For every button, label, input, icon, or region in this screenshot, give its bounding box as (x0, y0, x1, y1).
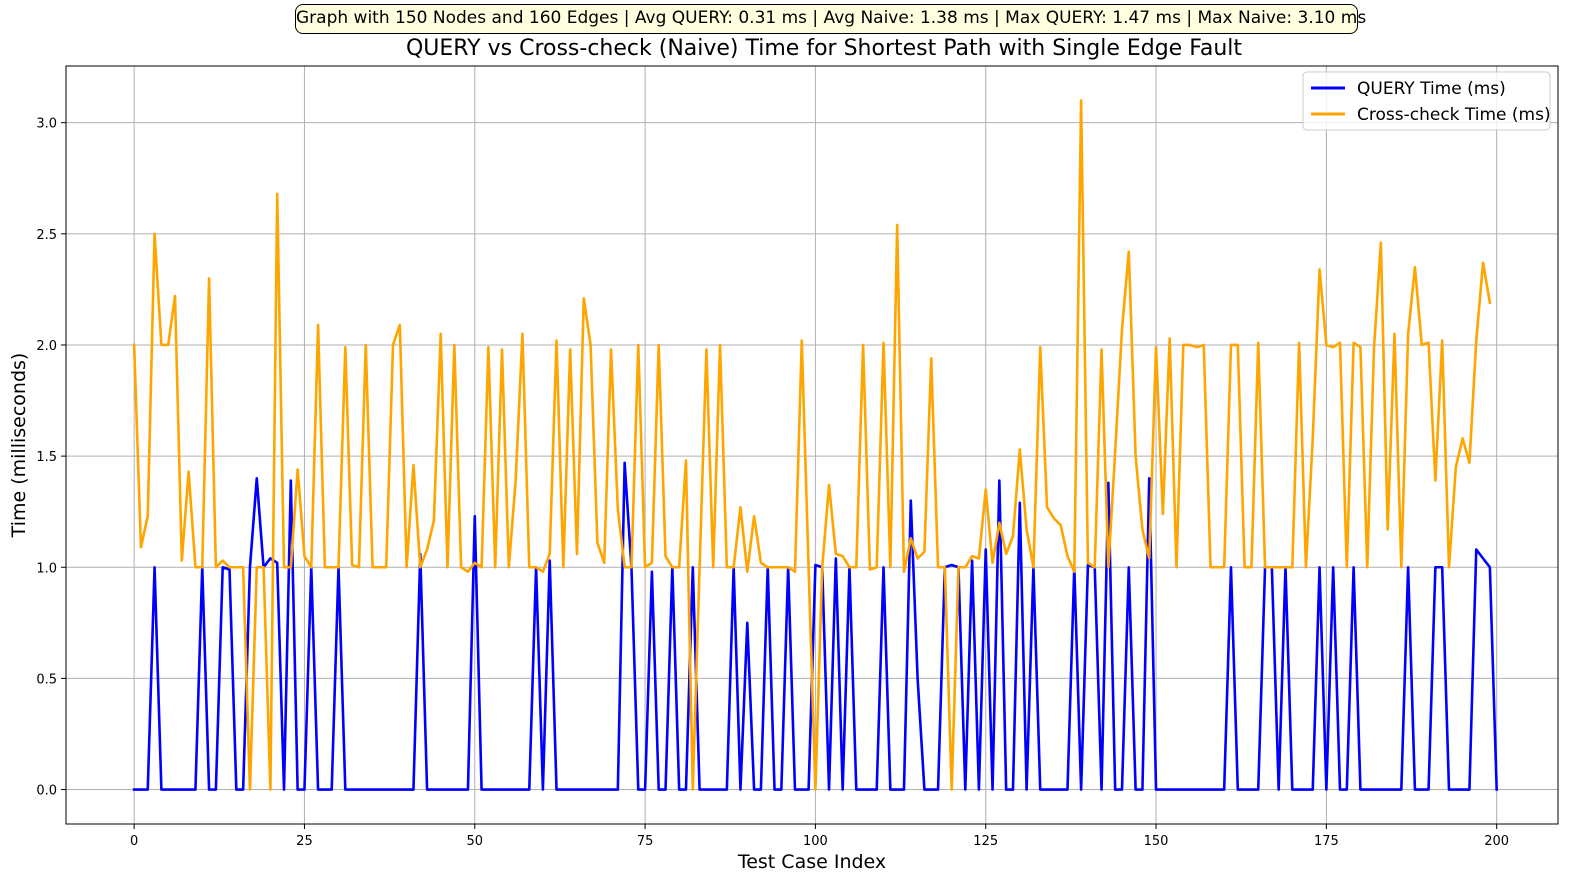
plot-frame (65, 65, 1559, 825)
y-tick-label: 1.0 (36, 561, 57, 576)
summary-text: Graph with 150 Nodes and 160 Edges | Avg… (296, 8, 1367, 28)
x-tick-label: 200 (1484, 834, 1509, 849)
legend-label-query: QUERY Time (ms) (1357, 79, 1506, 99)
y-tick-label: 0.5 (36, 672, 57, 687)
series-line-cross-check (132, 99, 1492, 791)
x-tick-label: 125 (973, 834, 998, 849)
x-tick-label: 0 (130, 834, 138, 849)
y-tick-label: 2.0 (36, 339, 57, 354)
x-tick-label: 100 (803, 834, 828, 849)
series-layer (132, 99, 1499, 791)
x-tick-label: 25 (296, 834, 313, 849)
summary-box: Graph with 150 Nodes and 160 Edges | Avg… (295, 4, 1366, 34)
x-axis-label: Test Case Index (737, 851, 886, 873)
y-axis-ticks: 0.0 0.5 1.0 1.5 2.0 2.5 3.0 (36, 117, 66, 799)
legend-label-naive: Cross-check Time (ms) (1357, 105, 1551, 125)
x-tick-label: 175 (1314, 834, 1339, 849)
y-tick-label: 0.0 (36, 784, 57, 799)
y-tick-label: 3.0 (36, 117, 57, 132)
legend: QUERY Time (ms) Cross-check Time (ms) (1302, 71, 1551, 131)
x-axis-ticks: 0 25 50 75 100 125 150 175 200 (130, 824, 1509, 849)
x-tick-label: 50 (466, 834, 483, 849)
x-tick-label: 150 (1144, 834, 1169, 849)
y-axis-label: Time (milliseconds) (8, 353, 30, 539)
chart-title: QUERY vs Cross-check (Naive) Time for Sh… (405, 36, 1243, 61)
y-tick-label: 2.5 (36, 228, 57, 243)
y-tick-label: 1.5 (36, 450, 57, 465)
x-tick-label: 75 (637, 834, 654, 849)
legend-box (1302, 71, 1551, 131)
